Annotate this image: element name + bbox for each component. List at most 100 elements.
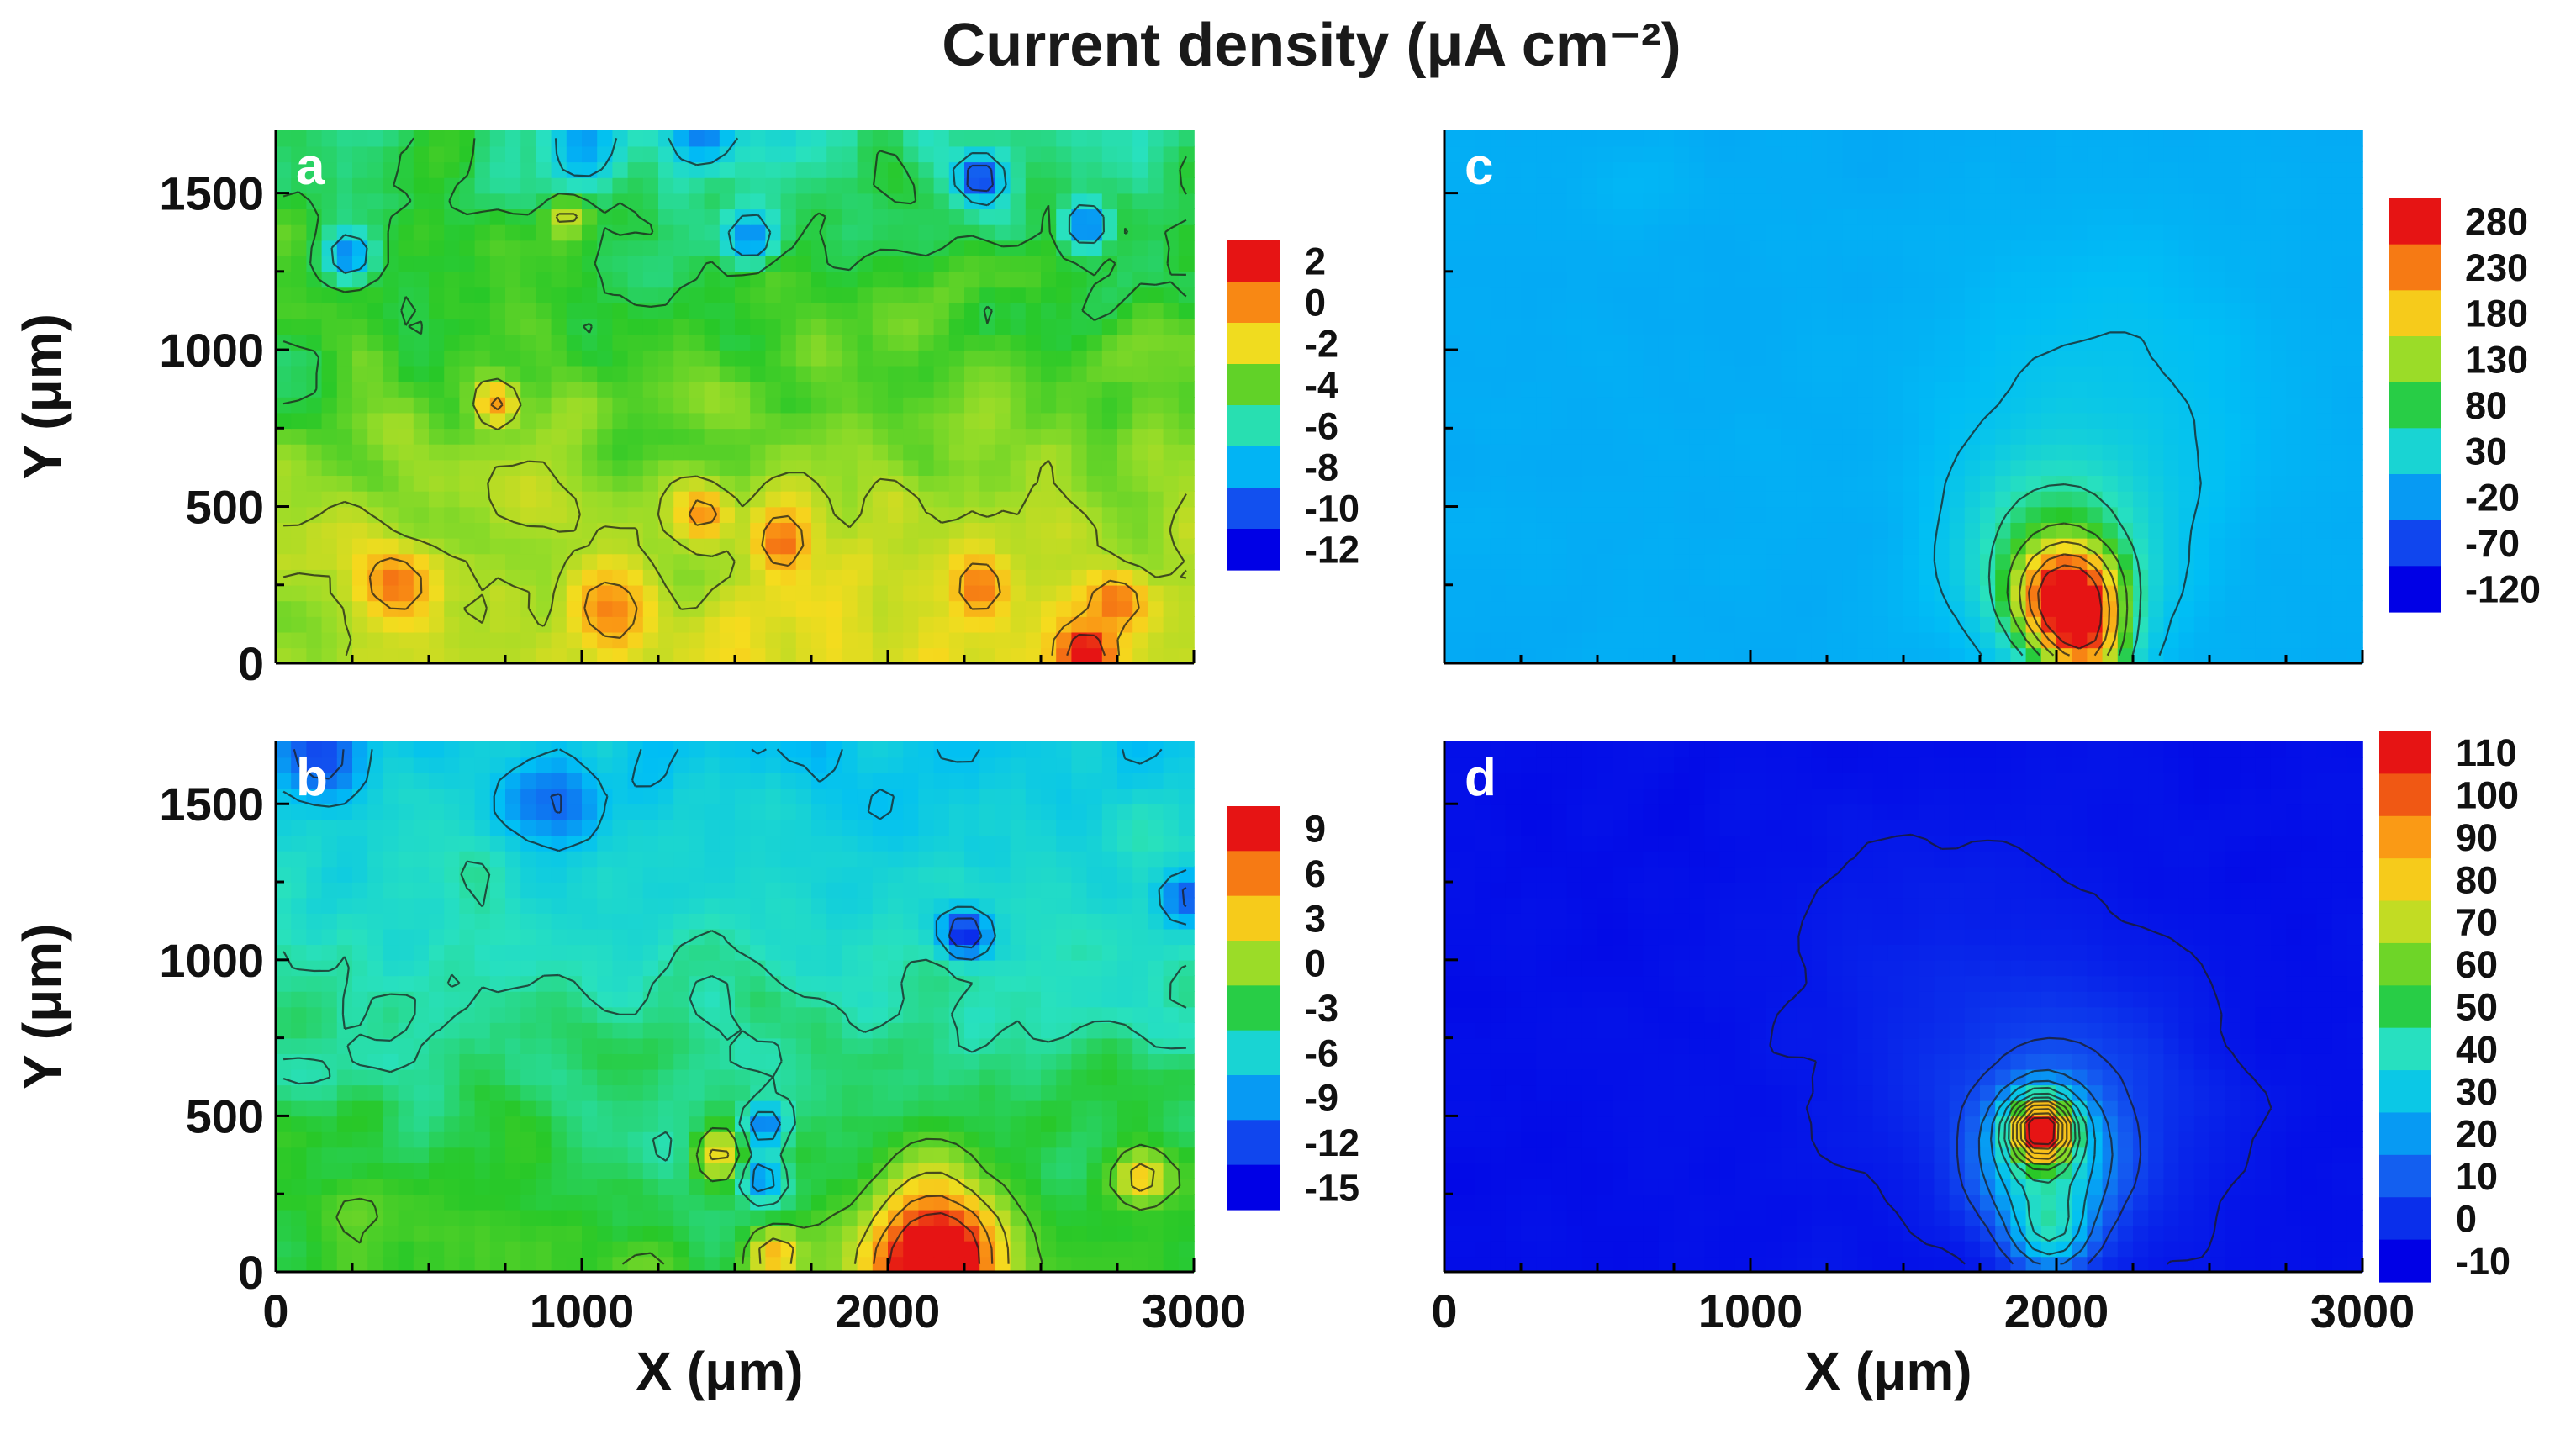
- heatmap-cell: [520, 287, 537, 303]
- heatmap-cell: [964, 1006, 980, 1023]
- heatmap-cell: [1056, 130, 1073, 147]
- heatmap-cell: [1521, 459, 1537, 477]
- heatmap-cell: [383, 303, 399, 319]
- heatmap-cell: [1581, 506, 1598, 523]
- heatmap-cell: [536, 913, 552, 930]
- heatmap-cell: [1949, 506, 1966, 523]
- heatmap-cell: [2331, 443, 2348, 461]
- heatmap-cell: [1117, 443, 1133, 461]
- heatmap-cell: [1071, 365, 1088, 382]
- heatmap-cell: [1460, 490, 1476, 508]
- heatmap-cell: [642, 1209, 659, 1226]
- heatmap-cell: [444, 381, 461, 398]
- heatmap-cell: [658, 161, 674, 178]
- heatmap-cell: [842, 959, 858, 977]
- heatmap-cell: [689, 757, 705, 773]
- heatmap-cell: [1704, 522, 1721, 539]
- heatmap-cell: [505, 773, 521, 789]
- heatmap-cell: [1460, 647, 1476, 664]
- heatmap-cell: [321, 788, 338, 805]
- heatmap-cell: [536, 1194, 552, 1211]
- heatmap-cell: [444, 569, 461, 586]
- heatmap-cell: [383, 145, 399, 163]
- heatmap-cell: [872, 944, 889, 961]
- heatmap-cell: [689, 443, 705, 461]
- heatmap-cell: [872, 522, 889, 539]
- heatmap-cell: [1628, 600, 1644, 617]
- heatmap-cell: [2163, 600, 2180, 617]
- heatmap-cell: [2148, 631, 2165, 649]
- heatmap-cell: [857, 224, 874, 241]
- heatmap-cell: [413, 287, 430, 303]
- heatmap-cell: [811, 318, 827, 335]
- heatmap-cell: [276, 741, 292, 758]
- heatmap-cell: [1117, 990, 1133, 1008]
- heatmap-cell: [903, 130, 920, 147]
- heatmap-cell: [489, 1131, 506, 1148]
- heatmap-cell: [658, 882, 674, 899]
- heatmap-cell: [367, 553, 384, 570]
- heatmap-cell: [979, 819, 996, 836]
- heatmap-cell: [1674, 459, 1690, 477]
- heatmap-cell: [459, 443, 476, 461]
- heatmap-cell: [658, 412, 674, 430]
- heatmap-cell: [750, 882, 767, 899]
- heatmap-cell: [291, 584, 308, 602]
- heatmap-cell: [2301, 616, 2318, 633]
- heatmap-cell: [750, 1022, 767, 1039]
- heatmap-cell: [276, 177, 292, 194]
- heatmap-cell: [642, 240, 659, 256]
- heatmap-cell: [948, 866, 965, 883]
- heatmap-cell: [689, 1209, 705, 1226]
- heatmap-cell: [765, 757, 782, 773]
- heatmap-cell: [673, 318, 690, 335]
- heatmap-cell: [750, 1225, 767, 1242]
- heatmap-cell: [520, 866, 537, 883]
- heatmap-cell: [719, 1006, 736, 1023]
- heatmap-cell: [2316, 537, 2333, 555]
- heatmap-cell: [1903, 600, 1919, 617]
- heatmap-cell: [2072, 459, 2088, 477]
- heatmap-cell: [1056, 1240, 1073, 1258]
- heatmap-cell: [1071, 1178, 1088, 1195]
- heatmap-cell: [336, 1131, 353, 1148]
- heatmap-cell: [888, 350, 904, 367]
- heatmap-cell: [627, 459, 644, 477]
- heatmap-cell: [719, 334, 736, 351]
- heatmap-cell: [413, 850, 430, 868]
- heatmap-cell: [2255, 428, 2272, 445]
- heatmap-cell: [719, 1068, 736, 1086]
- heatmap-cell: [735, 1037, 751, 1054]
- heatmap-cell: [276, 1256, 292, 1273]
- heatmap-cell: [566, 130, 583, 147]
- heatmap-cell: [872, 177, 889, 194]
- heatmap-cell: [582, 804, 598, 820]
- heatmap-cell: [933, 928, 950, 946]
- heatmap-cell: [566, 631, 583, 649]
- heatmap-cell: [627, 412, 644, 430]
- heatmap-cell: [842, 1037, 858, 1054]
- heatmap-cell: [1460, 459, 1476, 477]
- heatmap-cell: [474, 350, 491, 367]
- heatmap-cell: [1719, 428, 1736, 445]
- heatmap-cell: [352, 788, 368, 805]
- heatmap-cell: [948, 365, 965, 382]
- heatmap-cell: [1872, 459, 1889, 477]
- heatmap-cell: [1163, 130, 1180, 147]
- heatmap-cell: [276, 1178, 292, 1195]
- heatmap-cell: [673, 1178, 690, 1195]
- heatmap-cell: [1980, 647, 1996, 664]
- heatmap-cell: [1163, 428, 1180, 445]
- heatmap-cell: [1505, 490, 1522, 508]
- heatmap-cell: [826, 130, 843, 147]
- heatmap-cell: [291, 804, 308, 820]
- heatmap-cell: [673, 443, 690, 461]
- heatmap-cell: [1827, 475, 1843, 492]
- heatmap-cell: [1872, 631, 1889, 649]
- heatmap-cell: [1521, 631, 1537, 649]
- heatmap-cell: [551, 1084, 567, 1101]
- heatmap-cell: [704, 506, 721, 523]
- contour-line: [293, 749, 1187, 949]
- heatmap-cell: [398, 757, 414, 773]
- heatmap-cell: [765, 788, 782, 805]
